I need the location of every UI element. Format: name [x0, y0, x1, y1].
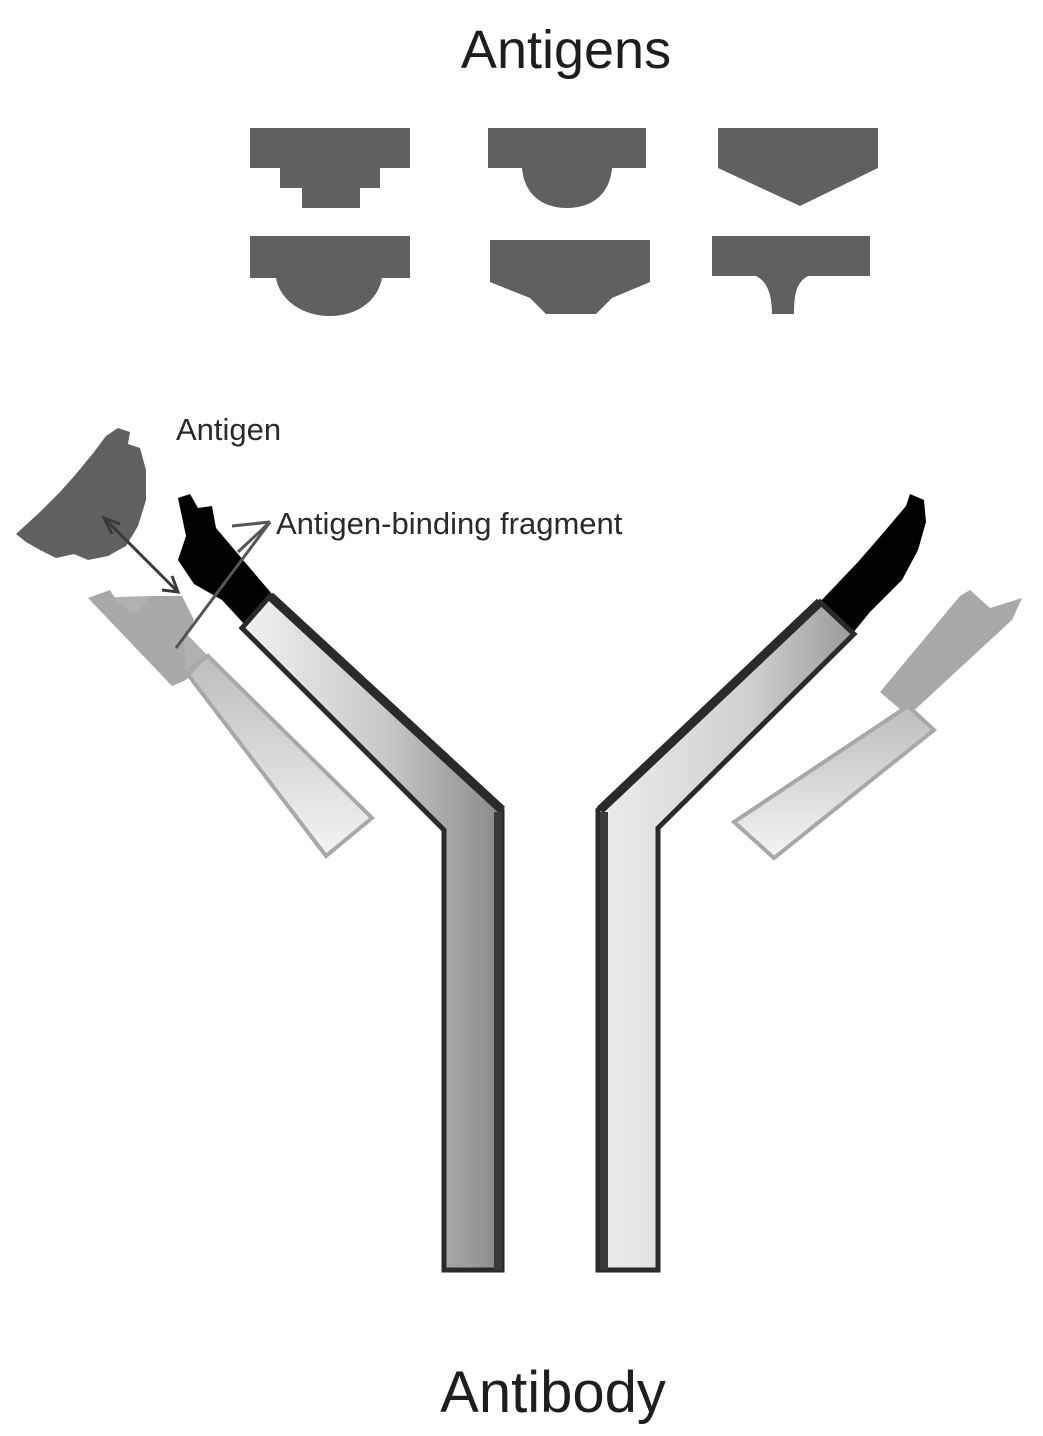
antibody-title: Antibody	[440, 1360, 666, 1425]
light-chain-right	[730, 590, 1022, 861]
antigen-shape-pointed	[718, 128, 878, 206]
antigen-grid	[250, 128, 878, 316]
antigen-shape-stepped	[250, 128, 410, 208]
antigen-shape-rounded-2	[250, 236, 410, 316]
antigen-shape-stem	[712, 236, 870, 314]
antigen-label: Antigen	[176, 412, 281, 447]
fab-leader-lines	[174, 520, 272, 649]
heavy-chain-right	[595, 494, 926, 1273]
binding-arrow	[100, 515, 181, 594]
fab-label: Antigen-binding fragment	[276, 506, 623, 541]
antigens-title: Antigens	[461, 20, 671, 80]
antigen-shape-tapered	[490, 240, 650, 314]
heavy-chain-left	[178, 494, 506, 1273]
light-chain-left	[88, 590, 375, 859]
variable-region-left	[178, 494, 272, 626]
antigen-shape-rounded	[488, 128, 646, 208]
variable-region-right	[818, 494, 926, 634]
